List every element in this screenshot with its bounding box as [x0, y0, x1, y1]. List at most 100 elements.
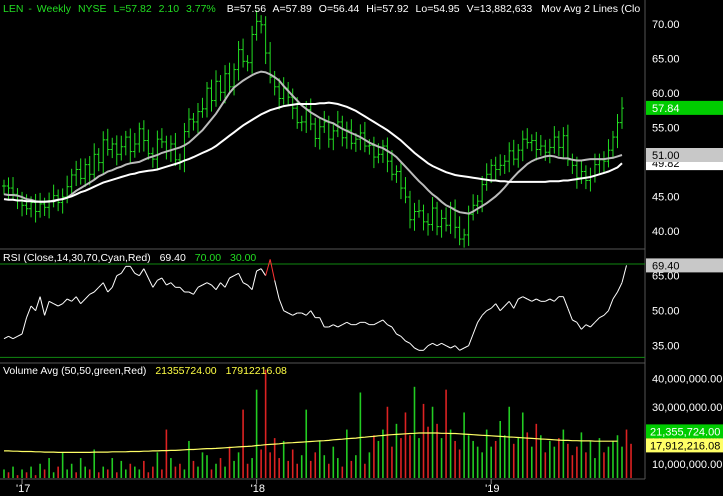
header-last: L=57.82	[113, 3, 151, 15]
rsi-segment	[116, 272, 122, 277]
rsi-segment	[197, 284, 203, 288]
rsi-segment	[215, 282, 221, 290]
rsi-segment	[80, 298, 86, 305]
rsi-segment	[585, 324, 591, 328]
moving-averages	[3, 70, 623, 215]
volume-header: Volume Avg (50,50,green,Red) 21355724.00…	[3, 365, 287, 377]
rsi-lower: 30.00	[230, 252, 256, 264]
rsi-segment	[102, 282, 109, 293]
price-tick-label: 45.00	[652, 191, 680, 203]
rsi-segment	[504, 300, 510, 307]
rsi-segment	[468, 333, 474, 346]
rsi-segment	[260, 268, 267, 276]
rsi-segment	[287, 312, 293, 316]
volume-avg-box	[646, 438, 723, 453]
rsi-segment	[35, 296, 41, 311]
rsi-header: RSI (Close,14,30,70,Cyan,Red) 69.40 70.0…	[3, 252, 256, 264]
volume-avg-value2: 17912216.08	[226, 365, 287, 377]
rsi-segment	[62, 298, 68, 305]
rsi-segment	[247, 284, 253, 291]
last-price-label: 57.84	[652, 103, 680, 115]
rsi-last-label: 69.40	[652, 260, 680, 272]
rsi-segment	[441, 342, 447, 347]
rsi-segment	[179, 286, 185, 293]
price-tick-label: 55.00	[652, 122, 680, 134]
rsi-segment	[170, 282, 176, 288]
rsi-segment	[513, 298, 519, 309]
rsi-segment	[319, 317, 325, 328]
rsi-segment	[621, 265, 627, 283]
rsi-segment	[26, 305, 32, 318]
rsi-segment	[599, 314, 605, 319]
rsi-segment	[111, 275, 118, 288]
rsi-segment	[242, 282, 248, 286]
volume-tick-label: 40,000,000.00	[652, 373, 722, 385]
header-period: Weekly	[37, 3, 72, 15]
rsi-segment	[17, 333, 23, 337]
price-tick-label: 65.00	[652, 54, 680, 66]
rsi-segment	[278, 298, 285, 311]
rsi-segment	[355, 321, 361, 326]
rsi-segment	[409, 342, 415, 349]
rsi-segment	[450, 345, 456, 349]
rsi-segment	[490, 303, 497, 309]
volume-tick-label: 30,000,000.00	[652, 402, 722, 414]
rsi-segment	[206, 282, 212, 286]
rsi-segment	[274, 280, 280, 300]
rsi-segment	[305, 310, 312, 316]
price-tick-label: 40.00	[652, 226, 680, 238]
rsi-segment	[495, 303, 501, 311]
rsi-segment	[445, 345, 451, 349]
price-header: LEN - Weekly NYSE L=57.82 2.10 3.77% B=5…	[3, 3, 640, 15]
rsi-segment	[84, 293, 91, 300]
rsi-segment	[572, 319, 578, 323]
rsi-segment	[603, 310, 609, 316]
rsi-segment	[188, 291, 194, 295]
header-open: O=56.44	[319, 3, 360, 15]
rsi-segment	[436, 342, 442, 347]
rsi-segment	[166, 282, 172, 286]
rsi-segment	[477, 315, 483, 323]
ma-fast-value-label: 51.00	[652, 150, 680, 162]
rsi-segment	[364, 321, 370, 326]
rsi-segment	[387, 324, 393, 328]
rsi-segment	[481, 310, 488, 316]
rsi-segment	[382, 319, 388, 326]
volume-layer	[3, 369, 632, 478]
header-exchange: NYSE	[78, 3, 107, 15]
rsi-segment	[333, 324, 339, 328]
rsi-segment	[400, 335, 406, 342]
rsi-segment	[567, 308, 573, 321]
rsi-segment	[536, 298, 542, 302]
volume-tick-label: 10,000,000.00	[652, 459, 722, 471]
axis-layer: 70.0065.0060.0055.0050.0045.0040.0049.82…	[16, 19, 723, 495]
rsi-segment	[66, 298, 72, 302]
rsi-segment	[423, 345, 429, 351]
rsi-segment	[129, 266, 136, 274]
rsi-segment	[265, 259, 271, 276]
last-price-label-box	[646, 100, 723, 115]
rsi-segment	[147, 277, 154, 288]
x-axis-label: '19	[485, 483, 499, 495]
rsi-value: 69.40	[160, 252, 186, 264]
rsi-segment	[576, 322, 582, 330]
volume-last-box	[646, 424, 723, 439]
rsi-segment	[21, 317, 28, 335]
rsi-segment	[143, 268, 149, 279]
rsi-segment	[594, 317, 600, 323]
price-tick-label: 60.00	[652, 88, 680, 100]
rsi-segment	[48, 300, 54, 305]
rsi-upper: 70.00	[195, 252, 221, 264]
rsi-segment	[93, 286, 100, 293]
rsi-segment	[3, 335, 9, 340]
rsi-segment	[472, 322, 479, 335]
rsi-segment	[396, 333, 402, 337]
rsi-segment	[107, 286, 113, 293]
rsi-segment	[549, 298, 555, 302]
rsi-segment	[233, 272, 239, 277]
rsi-segment	[283, 310, 289, 314]
volume-avg-value: 21355724.00	[155, 365, 216, 377]
rsi-segment	[211, 284, 217, 291]
rsi-segment	[328, 324, 334, 328]
